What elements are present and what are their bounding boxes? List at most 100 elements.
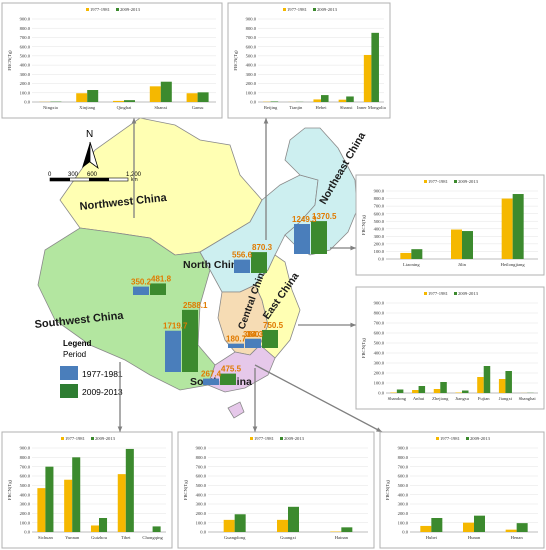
y-tick-label: 0.0 — [200, 530, 206, 535]
bar-1977-1981 — [338, 99, 347, 102]
legend-label: 1977-1981 — [428, 291, 449, 296]
subchart-frame — [227, 2, 391, 119]
y-tick-label: 800.0 — [374, 311, 385, 316]
legend-label: 2009-2013 — [120, 7, 141, 12]
y-tick-label: 800.0 — [374, 196, 385, 201]
y-tick-label: 200.0 — [398, 511, 409, 516]
connector-arrowhead — [117, 426, 123, 432]
region-label: North China — [183, 259, 243, 271]
y-tick-label: 300.0 — [374, 361, 385, 366]
y-tick-label: 100.0 — [196, 520, 207, 525]
map-value-1977-1981: 384.3 — [243, 330, 264, 339]
scale-tick-label: 600 — [87, 172, 98, 178]
x-tick-label: Shanghai — [519, 396, 537, 401]
bar-2009-2013 — [516, 523, 528, 532]
bar-2009-2013 — [234, 514, 246, 532]
legend-swatch — [116, 8, 119, 11]
bar-1977-1981 — [277, 519, 288, 532]
y-tick-label: 200.0 — [374, 241, 385, 246]
y-tick-label: 600.0 — [20, 44, 31, 49]
y-tick-label: 500.0 — [374, 219, 385, 224]
subchart-south-china: 0.0 100.0 200.0 300.0 400.0 500.0 600.0 700.0 80… — [177, 431, 375, 549]
connector-arrowhead — [350, 245, 356, 251]
connector-arrowhead — [376, 427, 382, 432]
y-tick-label: 800.0 — [246, 26, 257, 31]
y-axis-title: FBCN(Tg) — [233, 50, 238, 71]
map-bar-2009-2013 — [251, 252, 267, 273]
bar-1977-1981 — [505, 529, 517, 532]
bar-1977-1981 — [463, 522, 474, 532]
y-tick-label: 0.0 — [24, 530, 30, 535]
y-tick-label: 600.0 — [374, 211, 385, 216]
x-tick-label: Henan — [511, 535, 524, 540]
bar-2009-2013 — [288, 506, 299, 532]
y-tick-label: 500.0 — [196, 483, 207, 488]
x-tick-label: Shanxi — [154, 105, 167, 110]
map-value-1977-1981: 267.4 — [201, 370, 222, 379]
map-bar-1977-1981 — [294, 224, 310, 254]
map-bar-2009-2013 — [182, 309, 198, 372]
x-tick-label: Inner Mongolia — [357, 105, 386, 110]
y-axis-title: FBCN(Tg) — [361, 214, 366, 235]
y-tick-label: 100.0 — [398, 520, 409, 525]
x-tick-label: Jiangxi — [499, 396, 513, 401]
north-arrow-left — [82, 142, 90, 168]
x-tick-label: Beijing — [264, 105, 278, 110]
map-bar-1977-1981 — [234, 259, 250, 273]
y-tick-label: 200.0 — [374, 371, 385, 376]
bar-1977-1981 — [76, 93, 88, 102]
x-tick-label: Xinjiang — [79, 105, 96, 110]
bar-2009-2013 — [197, 92, 209, 102]
legend-subtitle: Period — [63, 350, 86, 359]
map-legend: Legend Period 1977-1981 2009-2013 — [60, 339, 123, 398]
bar-1977-1981 — [90, 525, 99, 532]
x-tick-label: Jilin — [458, 262, 467, 267]
map-bar-1977-1981 — [133, 286, 149, 295]
map-value-1977-1981: 1719.7 — [163, 322, 188, 331]
subchart-east-china: 0.0 100.0 200.0 300.0 400.0 500.0 600.0 700.0 80… — [355, 286, 545, 410]
y-tick-label: 300.0 — [20, 502, 31, 507]
x-tick-label: Tianjin — [289, 105, 303, 110]
map-value-1977-1981: 350.2 — [131, 278, 152, 287]
bar-2009-2013 — [341, 527, 353, 532]
y-tick-label: 0.0 — [24, 100, 30, 105]
subchart-north-china: 0.0 100.0 200.0 300.0 400.0 500.0 600.0 700.0 80… — [227, 2, 391, 119]
bar-1977-1981 — [113, 100, 124, 102]
y-tick-label: 400.0 — [20, 492, 31, 497]
y-tick-label: 400.0 — [196, 492, 207, 497]
y-axis-title: FBCN(Tg) — [183, 479, 188, 500]
y-tick-label: 400.0 — [374, 226, 385, 231]
legend-title: Legend — [63, 339, 92, 348]
y-tick-label: 800.0 — [196, 455, 207, 460]
x-tick-label: Hunan — [468, 535, 481, 540]
y-tick-label: 200.0 — [20, 511, 31, 516]
map-value-1977-1981: 1249.3 — [292, 215, 317, 224]
y-tick-label: 100.0 — [20, 90, 31, 95]
legend-swatch — [86, 8, 89, 11]
legend-swatch — [91, 437, 94, 440]
map-bar-1977-1981 — [165, 330, 181, 372]
legend-swatch — [454, 292, 457, 295]
x-tick-label: Gansu — [192, 105, 204, 110]
bar-2009-2013 — [371, 32, 379, 103]
bar-2009-2013 — [152, 526, 161, 532]
y-tick-label: 700.0 — [196, 464, 207, 469]
y-tick-label: 0.0 — [378, 391, 384, 396]
connector-arrowhead — [350, 322, 356, 328]
connector-arrowhead — [263, 118, 269, 124]
bar-2009-2013 — [418, 386, 426, 393]
y-tick-label: 900.0 — [246, 17, 257, 22]
y-tick-label: 0.0 — [402, 530, 408, 535]
bar-2009-2013 — [462, 390, 469, 393]
bar-1977-1981 — [390, 392, 397, 393]
y-tick-label: 100.0 — [246, 90, 257, 95]
y-tick-label: 500.0 — [20, 53, 31, 58]
x-tick-label: Zhejiang — [432, 396, 449, 401]
region-hainan-island — [227, 401, 245, 419]
x-tick-label: Tibet — [121, 535, 131, 540]
y-tick-label: 0.0 — [378, 257, 384, 262]
y-tick-label: 400.0 — [246, 63, 257, 68]
x-tick-label: Fujian — [478, 396, 490, 401]
x-tick-label: Chongqing — [142, 535, 163, 540]
map-value-2009-2013: 1370.5 — [312, 212, 337, 221]
